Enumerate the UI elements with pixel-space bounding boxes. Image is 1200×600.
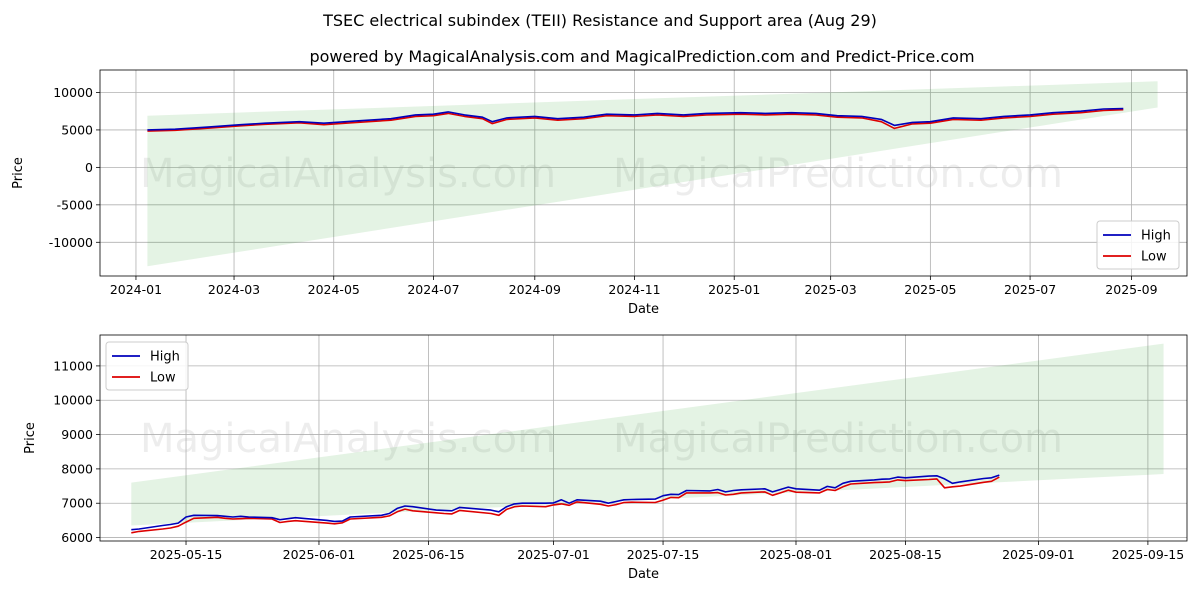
- support-resistance-band: [147, 81, 1158, 267]
- y-tick-label: 7000: [61, 496, 93, 511]
- x-tick-label: 2024-07: [407, 282, 459, 297]
- x-tick-label: 2025-06-15: [392, 547, 465, 562]
- plot-frame: [99, 69, 1188, 277]
- watermark-analysis: MagicalAnalysis.com: [140, 416, 556, 462]
- y-tick-label: 8000: [61, 461, 93, 476]
- y-tick-label: 11000: [53, 358, 93, 373]
- x-tick-label: 2025-09-01: [1002, 547, 1075, 562]
- watermark-prediction: MagicalPrediction.com: [613, 151, 1063, 197]
- x-tick-label: 2025-09: [1105, 282, 1157, 297]
- legend: High Low: [105, 341, 189, 391]
- y-tick-label: 10000: [53, 85, 93, 100]
- series-line-high: [147, 107, 1124, 131]
- y-tick-label: 0: [85, 160, 93, 175]
- x-axis-label: Date: [628, 302, 659, 317]
- legend: High Low: [1096, 220, 1180, 270]
- x-tick-label: 2025-01: [708, 282, 760, 297]
- legend-box: [105, 341, 189, 391]
- x-tick-label: 2025-05-15: [150, 547, 223, 562]
- x-tick-label: 2024-01: [110, 282, 162, 297]
- x-tick-label: 2024-11: [608, 282, 660, 297]
- y-tick-label: 5000: [61, 122, 93, 137]
- chart-subtitle: powered by MagicalAnalysis.com and Magic…: [309, 47, 974, 66]
- legend-label-high: High: [150, 350, 180, 365]
- y-axis-label: Price: [23, 422, 38, 454]
- x-tick-label: 2025-06-01: [283, 547, 356, 562]
- series-line-high: [131, 474, 1000, 531]
- x-tick-label: 2025-07: [1004, 282, 1056, 297]
- y-tick-label: 9000: [61, 427, 93, 442]
- watermark-prediction: MagicalPrediction.com: [613, 416, 1063, 462]
- y-tick-label: -5000: [57, 197, 93, 212]
- chart-title: TSEC electrical subindex (TEII) Resistan…: [322, 11, 877, 30]
- legend-label-low: Low: [1141, 250, 1167, 265]
- legend-box: [1096, 220, 1180, 270]
- x-tick-label: 2025-07-01: [517, 547, 590, 562]
- bottom-chart-panel: MagicalAnalysis.com MagicalPrediction.com…: [23, 334, 1188, 582]
- series-line-low: [147, 108, 1124, 132]
- y-tick-label: 6000: [61, 530, 93, 545]
- x-tick-label: 2025-03: [805, 282, 857, 297]
- series-line-low: [131, 476, 1000, 534]
- y-axis-label: Price: [11, 157, 26, 189]
- top-chart-panel: MagicalAnalysis.com MagicalPrediction.com…: [11, 69, 1188, 317]
- y-tick-label: -10000: [49, 235, 93, 250]
- x-tick-label: 2024-05: [308, 282, 360, 297]
- watermark-analysis: MagicalAnalysis.com: [140, 151, 556, 197]
- x-tick-label: 2025-08-01: [760, 547, 833, 562]
- x-tick-label: 2024-09: [509, 282, 561, 297]
- y-tick-label: 10000: [53, 393, 93, 408]
- x-tick-label: 2025-08-15: [869, 547, 942, 562]
- x-tick-label: 2024-03: [208, 282, 260, 297]
- x-tick-label: 2025-09-15: [1112, 547, 1185, 562]
- legend-label-high: High: [1141, 229, 1171, 244]
- x-axis-label: Date: [628, 567, 659, 582]
- x-tick-label: 2025-05: [904, 282, 956, 297]
- legend-label-low: Low: [150, 371, 176, 386]
- plot-frame: [99, 334, 1188, 542]
- x-tick-label: 2025-07-15: [627, 547, 700, 562]
